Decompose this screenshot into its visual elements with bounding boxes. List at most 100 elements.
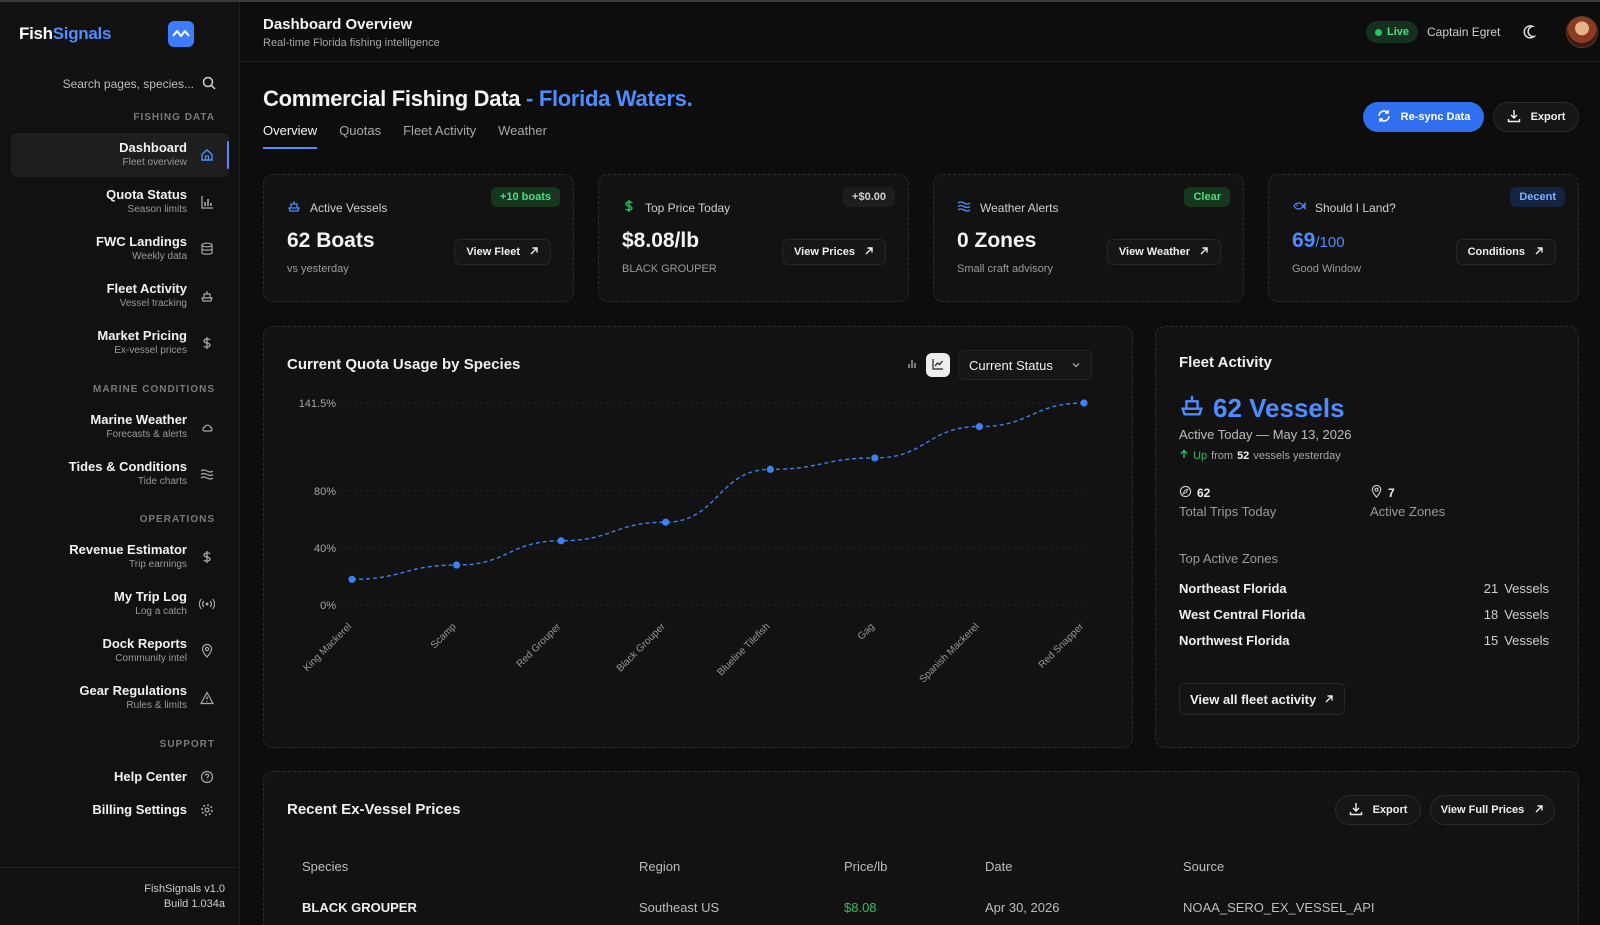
sidebar-item-dashboard[interactable]: Dashboard Fleet overview	[11, 133, 229, 177]
resync-data-button[interactable]: Re-sync Data	[1363, 102, 1484, 132]
stat-value: 0 Zones	[957, 229, 1037, 252]
prices-export-label: Export	[1372, 804, 1408, 816]
page-title-main: Commercial Fishing Data	[263, 86, 521, 111]
sidebar-search[interactable]: Search pages, species...	[20, 72, 216, 96]
app-version: FishSignals v1.0	[144, 883, 225, 895]
nav-sub: Fleet overview	[122, 157, 187, 168]
sidebar-item-help-center[interactable]: Help Center	[11, 762, 229, 792]
zone-count: 15	[1483, 633, 1499, 648]
status-select-value: Current Status	[969, 357, 1053, 373]
sidebar-item-dock-reports[interactable]: Dock Reports Community intel	[11, 629, 229, 673]
view-full-prices-label: View Full Prices	[1440, 804, 1525, 816]
view-full-prices-button[interactable]: View Full Prices	[1430, 795, 1555, 825]
data-point	[348, 575, 356, 583]
arrow-up-right-icon	[1199, 246, 1209, 259]
column-header-source[interactable]: Source	[1183, 859, 1225, 874]
sidebar-item-fleet-activity[interactable]: Fleet Activity Vessel tracking	[11, 274, 229, 318]
live-label: Live	[1387, 26, 1410, 38]
button-label: View Fleet	[466, 246, 520, 258]
column-header-date[interactable]: Date	[985, 859, 1013, 874]
nav-sub: Rules & limits	[126, 700, 187, 711]
export-label: Export	[1530, 111, 1566, 123]
sidebar-item-tides-conditions[interactable]: Tides & Conditions Tide charts	[11, 452, 229, 496]
line-chart-icon	[932, 358, 944, 373]
home-icon	[199, 147, 215, 163]
download-icon	[1349, 802, 1363, 819]
quota-line-chart: 0% 40% 80% 141.5% King Mackerel Scamp Red Grou…	[299, 398, 1088, 685]
brand-part1: Fish	[19, 24, 53, 43]
data-point	[1080, 399, 1088, 407]
stat-badge: Clear	[1184, 187, 1230, 207]
status-select[interactable]: Current Status	[958, 350, 1092, 380]
view-weather-button[interactable]: View Weather	[1106, 239, 1221, 265]
bar-chart-icon	[199, 194, 215, 210]
conditions-button[interactable]: Conditions	[1455, 239, 1556, 265]
zone-row[interactable]: Northwest Florida 15 Vessels	[1179, 633, 1549, 648]
sidebar-item-gear-regulations[interactable]: Gear Regulations Rules & limits	[11, 676, 229, 720]
nav-label: Billing Settings	[92, 802, 187, 817]
nav-label: Market Pricing	[97, 328, 187, 343]
sidebar-item-billing-settings[interactable]: Billing Settings	[11, 795, 229, 825]
sidebar-item-my-trip-log[interactable]: My Trip Log Log a catch	[11, 582, 229, 626]
nav-sub: Ex-vessel prices	[114, 345, 187, 356]
column-header-region[interactable]: Region	[639, 859, 681, 874]
zone-row[interactable]: Northeast Florida 21 Vessels	[1179, 581, 1549, 596]
page-title-accent: - Florida Waters.	[525, 86, 693, 111]
stat-label: Top Price Today	[645, 200, 731, 215]
search-icon[interactable]	[202, 76, 216, 93]
column-header-price[interactable]: Price/lb	[844, 859, 888, 874]
sidebar-item-fwc-landings[interactable]: FWC Landings Weekly data	[11, 227, 229, 271]
line-chart-toggle[interactable]	[926, 353, 950, 377]
arrow-up-icon	[1179, 449, 1189, 462]
tab-overview[interactable]: Overview	[263, 123, 318, 149]
tab-quotas[interactable]: Quotas	[339, 123, 382, 138]
sidebar-item-revenue-estimator[interactable]: Revenue Estimator Trip earnings	[11, 535, 229, 579]
data-point	[662, 518, 670, 526]
button-label: View Weather	[1118, 246, 1190, 258]
tab-weather[interactable]: Weather	[498, 123, 547, 138]
brand-wave-icon[interactable]	[168, 21, 194, 47]
bar-chart-toggle[interactable]	[900, 353, 924, 377]
tab-fleet-activity[interactable]: Fleet Activity	[403, 123, 477, 138]
stat-sub: Good Window	[1292, 263, 1362, 275]
y-tick-label: 80%	[314, 486, 336, 498]
user-name[interactable]: Captain Egret	[1427, 25, 1501, 39]
sidebar-item-quota-status[interactable]: Quota Status Season limits	[11, 180, 229, 224]
chart-title: Current Quota Usage by Species	[287, 356, 521, 373]
ship-icon	[1179, 392, 1205, 425]
sidebar: FishSignals Search pages, species... FIS…	[0, 2, 240, 925]
view-all-fleet-activity-button[interactable]: View all fleet activity	[1179, 683, 1346, 715]
sidebar-item-market-pricing[interactable]: Market Pricing Ex-vessel prices	[11, 321, 229, 365]
moon-icon[interactable]	[1523, 23, 1541, 41]
export-button[interactable]: Export	[1493, 102, 1579, 132]
gear-icon	[199, 802, 215, 818]
nav-label: Quota Status	[106, 187, 187, 202]
x-tick-label: Blueline Tilefish	[715, 621, 772, 678]
nav-sub: Log a catch	[135, 606, 187, 617]
zone-unit: Vessels	[1504, 633, 1549, 648]
view-fleet-button[interactable]: View Fleet	[454, 239, 551, 265]
sidebar-item-marine-weather[interactable]: Marine Weather Forecasts & alerts	[11, 405, 229, 449]
stat-head: Top Price Today	[622, 199, 730, 216]
zone-row[interactable]: West Central Florida 18 Vessels	[1179, 607, 1549, 622]
view-prices-button[interactable]: View Prices	[782, 239, 886, 265]
cloud-icon	[199, 419, 215, 435]
fleet-trend: Up from 52 vessels yesterday	[1179, 449, 1341, 462]
section-support: SUPPORT	[159, 739, 215, 750]
stat-value: 62 Boats	[287, 229, 375, 252]
brand-logo-text[interactable]: FishSignals	[19, 24, 111, 44]
search-input[interactable]: Search pages, species...	[62, 77, 194, 91]
prices-export-button[interactable]: Export	[1335, 795, 1421, 825]
stat-card-weather-alerts: Weather Alerts Clear 0 Zones Small craft…	[933, 174, 1244, 302]
avatar[interactable]	[1566, 16, 1598, 48]
header-title: Dashboard Overview	[263, 16, 413, 33]
data-point	[766, 465, 774, 473]
nav-label: Fleet Activity	[106, 281, 187, 296]
column-header-species[interactable]: Species	[302, 859, 349, 874]
x-tick-label: Gag	[856, 621, 877, 642]
ship-icon	[199, 288, 215, 304]
cell-price: $8.08	[844, 900, 877, 915]
nav-sub: Community intel	[115, 653, 187, 664]
quota-chart-card: Current Quota Usage by Species Current S…	[263, 326, 1133, 748]
stat-card-top-price: Top Price Today +$0.00 $8.08/lb BLACK GR…	[598, 174, 909, 302]
